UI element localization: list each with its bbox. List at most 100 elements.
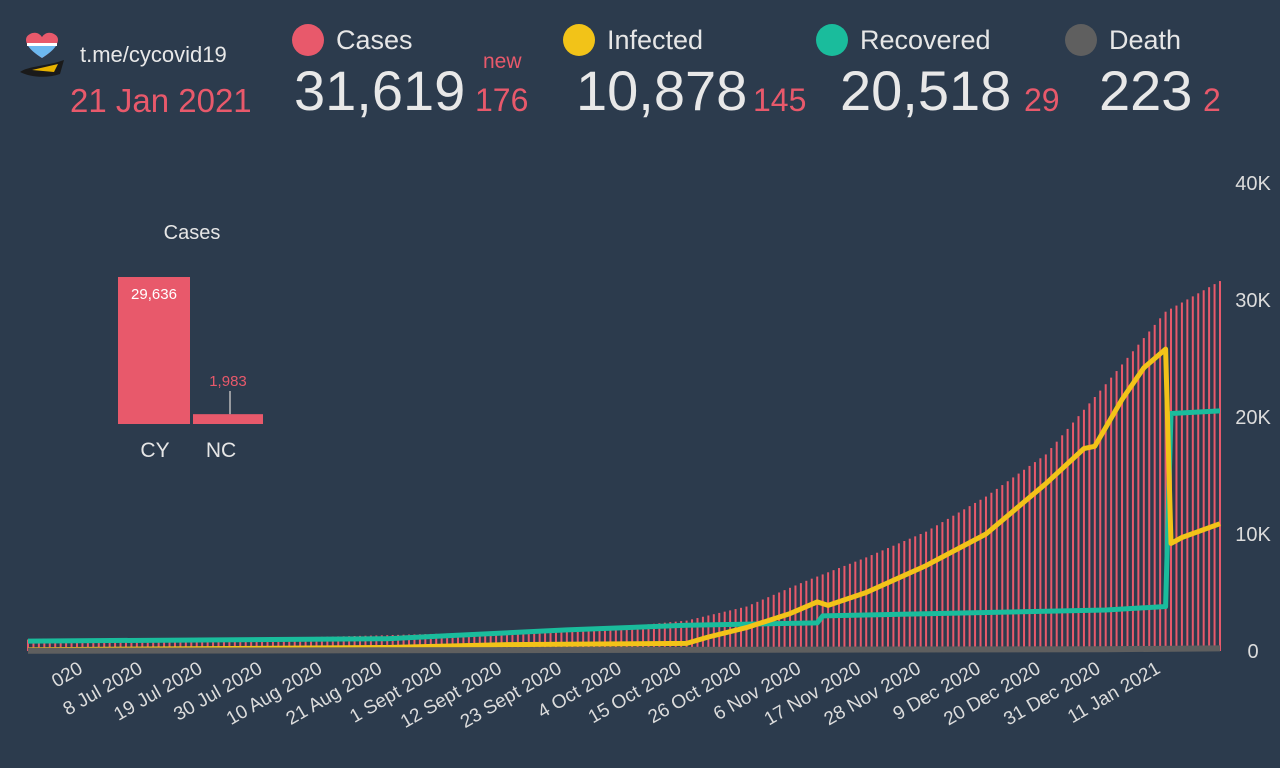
cases-bar xyxy=(375,635,378,651)
cases-bar xyxy=(97,639,100,651)
cases-bar xyxy=(707,615,710,651)
cases-bar xyxy=(941,522,944,651)
cases-bar xyxy=(408,634,411,651)
cases-bar xyxy=(658,623,661,651)
cases-bar xyxy=(794,585,797,651)
cases-bar xyxy=(1082,409,1085,651)
cases-bar xyxy=(865,557,868,651)
cases-bar xyxy=(505,631,508,651)
cases-bar xyxy=(27,639,29,651)
stat-infected: Infected 10,878 145 xyxy=(563,24,806,122)
cases-bar xyxy=(391,635,394,651)
cases-bar xyxy=(696,618,699,651)
cases-bar xyxy=(522,630,525,651)
cases-bar xyxy=(32,639,35,651)
cases-bar xyxy=(511,631,514,651)
cases-bar xyxy=(1077,416,1080,651)
cases-bar xyxy=(1006,481,1009,651)
telegram-link[interactable]: t.me/cycovid19 xyxy=(80,42,227,67)
cases-bar xyxy=(620,626,623,651)
cases-bar xyxy=(271,637,274,651)
cases-bar xyxy=(925,531,928,651)
cases-bar xyxy=(1191,296,1194,651)
cases-bar xyxy=(663,622,666,651)
cases-bar xyxy=(544,630,547,651)
stat-death: Death 223 2 xyxy=(1065,24,1221,122)
cases-bar xyxy=(843,565,846,651)
cases-bar xyxy=(119,639,122,651)
cases-bar xyxy=(919,534,922,651)
cases-bar xyxy=(424,634,427,651)
stat-value: 10,878 xyxy=(576,59,748,122)
cases-bar xyxy=(451,633,454,651)
cases-bar xyxy=(320,636,323,651)
cases-legend-dot xyxy=(292,24,324,56)
y-tick-label: 0 xyxy=(1247,641,1258,663)
cases-bar xyxy=(331,636,334,651)
death-line xyxy=(27,645,1221,654)
cases-bar xyxy=(81,639,84,651)
cases-bar xyxy=(233,638,236,651)
cases-bar xyxy=(201,638,204,651)
cases-bar xyxy=(244,638,247,651)
cases-bar xyxy=(359,635,362,651)
cases-bar xyxy=(810,578,813,651)
cases-bar xyxy=(957,512,960,651)
cases-bar xyxy=(217,638,220,651)
cases-bar xyxy=(930,528,933,651)
cases-bar xyxy=(886,548,889,651)
cases-bar xyxy=(326,636,329,651)
cases-bar xyxy=(369,635,372,651)
report-date: 21 Jan 2021 xyxy=(70,82,252,119)
cases-bar xyxy=(1033,462,1036,651)
cases-bar xyxy=(1028,465,1031,651)
cases-bar xyxy=(827,572,830,651)
cases-bar xyxy=(168,638,171,651)
cases-bar xyxy=(565,629,568,651)
cases-bar xyxy=(946,518,949,651)
y-tick-label: 20K xyxy=(1235,407,1271,429)
new-label: new xyxy=(483,50,522,73)
cases-bar xyxy=(799,583,802,651)
cases-bar xyxy=(500,631,503,651)
cases-bar xyxy=(1061,435,1064,651)
cases-bar xyxy=(462,632,465,651)
cases-bar xyxy=(37,639,40,651)
cases-bar xyxy=(527,630,530,651)
cases-bar xyxy=(625,626,628,651)
cases-bar xyxy=(1131,351,1134,651)
cases-bar xyxy=(293,637,296,651)
cases-bar xyxy=(135,638,138,651)
cases-bar xyxy=(1197,293,1200,651)
cases-bar xyxy=(65,639,68,651)
cases-bar xyxy=(206,638,209,651)
stat-label: Death xyxy=(1109,24,1182,55)
cases-bar xyxy=(353,636,356,651)
cases-bar xyxy=(456,633,459,651)
cases-bar xyxy=(952,515,955,651)
cases-bar xyxy=(429,633,432,651)
death-legend-dot xyxy=(1065,24,1097,56)
cases-bar xyxy=(614,626,617,651)
cases-bar xyxy=(92,639,95,651)
cases-bar xyxy=(859,559,862,651)
cases-bar xyxy=(59,639,62,651)
cases-bar xyxy=(1115,371,1118,651)
cases-bar xyxy=(108,639,111,651)
cases-bar xyxy=(1023,469,1026,651)
cases-bar xyxy=(881,550,884,651)
stat-label: Cases xyxy=(336,24,413,55)
cases-bar xyxy=(1213,284,1216,651)
cases-bar xyxy=(1050,448,1053,651)
cases-bar xyxy=(1093,397,1096,651)
cases-bar xyxy=(114,639,117,651)
cases-bar xyxy=(876,552,879,651)
cases-bar xyxy=(315,636,318,651)
cases-bar xyxy=(549,629,552,651)
cases-bar xyxy=(674,621,677,651)
cases-bar xyxy=(141,638,144,651)
cases-bar xyxy=(789,587,792,651)
cases-bar xyxy=(228,638,231,651)
cases-bar xyxy=(963,509,966,651)
cases-bar xyxy=(364,635,367,651)
